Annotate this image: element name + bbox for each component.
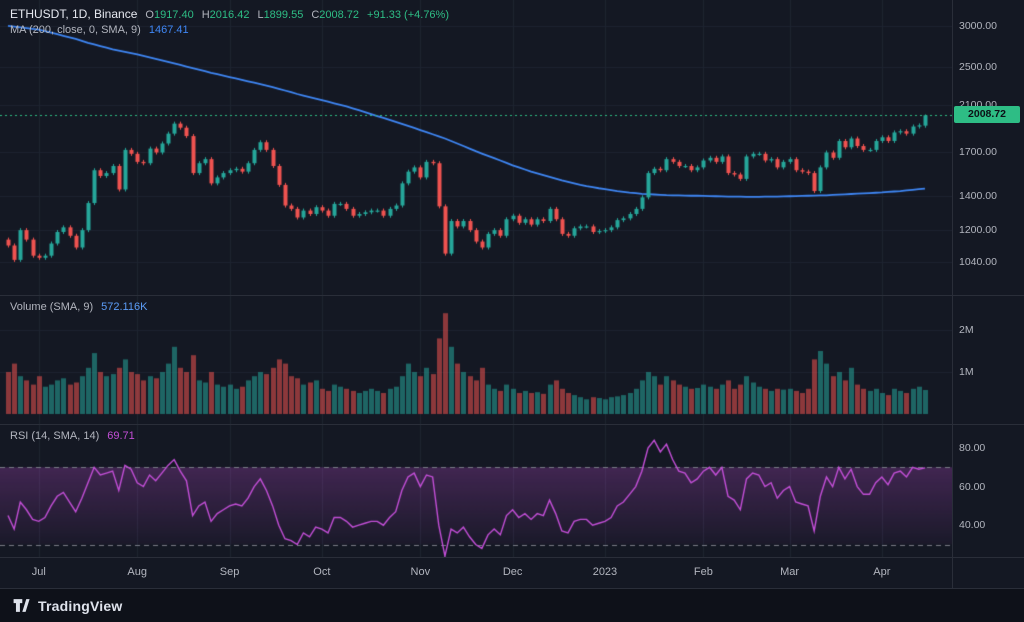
symbol-legend[interactable]: ETHUSDT, 1D, Binance O1917.40 H2016.42 L… xyxy=(10,7,449,21)
price-pane-canvas[interactable] xyxy=(0,0,952,295)
time-axis-label: Aug xyxy=(127,566,148,578)
time-axis-label: Sep xyxy=(219,566,240,578)
rsi-label[interactable]: RSI (14, SMA, 14) xyxy=(10,430,100,442)
time-axis-label: Mar xyxy=(780,566,800,578)
volume-pane-canvas[interactable] xyxy=(0,296,952,424)
price-axis[interactable]: 2008.72 3000.002500.002100.001700.001400… xyxy=(953,0,1024,557)
footer-bar: TradingView xyxy=(0,588,1024,622)
price-axis-label: 2500.00 xyxy=(959,60,997,73)
time-axis-border xyxy=(0,557,1024,558)
price-axis-label: 1200.00 xyxy=(959,224,997,237)
price-axis-label: 1040.00 xyxy=(959,256,997,269)
ma-legend[interactable]: MA (200, close, 0, SMA, 9) 1467.41 xyxy=(10,24,189,36)
time-axis[interactable]: Jul Aug Sep Oct Nov Dec 2023 Feb Mar Apr xyxy=(0,558,1024,588)
volume-axis-label: 1M xyxy=(959,366,974,378)
volume-legend[interactable]: Volume (SMA, 9) 572.116K xyxy=(10,301,147,313)
tradingview-brand[interactable]: TradingView xyxy=(38,597,123,614)
price-axis-label: 1700.00 xyxy=(959,146,997,159)
close-value: C2008.72 xyxy=(311,9,360,21)
rsi-axis-label: 80.00 xyxy=(959,442,986,454)
price-axis-label: 1400.00 xyxy=(959,189,997,202)
rsi-pane-canvas[interactable] xyxy=(0,425,952,557)
pane-divider[interactable] xyxy=(0,295,1024,296)
symbol-title[interactable]: ETHUSDT, 1D, Binance xyxy=(10,7,138,21)
rsi-axis-label: 60.00 xyxy=(959,480,986,493)
rsi-value: 69.71 xyxy=(107,430,135,442)
time-axis-label: Dec xyxy=(502,566,523,578)
tradingview-logo-icon[interactable] xyxy=(12,596,31,615)
time-axis-label: Oct xyxy=(313,566,331,578)
ma-value: 1467.41 xyxy=(148,24,189,36)
time-axis-label: Nov xyxy=(410,566,431,578)
rsi-axis-label: 40.00 xyxy=(959,519,986,532)
last-price-badge: 2008.72 xyxy=(954,106,1020,124)
volume-axis-label: 2M xyxy=(959,324,974,336)
open-value: O1917.40 xyxy=(145,9,194,21)
volume-value: 572.116K xyxy=(101,301,148,313)
time-axis-label: Apr xyxy=(873,566,891,578)
high-value: H2016.42 xyxy=(201,9,250,21)
time-axis-label: Jul xyxy=(31,566,46,578)
time-axis-label: Feb xyxy=(693,566,713,578)
low-value: L1899.55 xyxy=(257,9,304,21)
price-axis-label: 3000.00 xyxy=(959,19,997,32)
time-axis-label: 2023 xyxy=(592,566,618,578)
rsi-legend[interactable]: RSI (14, SMA, 14) 69.71 xyxy=(10,430,135,442)
volume-label[interactable]: Volume (SMA, 9) xyxy=(10,301,94,313)
ma-label[interactable]: MA (200, close, 0, SMA, 9) xyxy=(10,24,141,36)
pane-divider[interactable] xyxy=(0,424,1024,425)
change-value: +91.33 (+4.76%) xyxy=(367,9,449,21)
price-axis-border xyxy=(952,0,953,588)
